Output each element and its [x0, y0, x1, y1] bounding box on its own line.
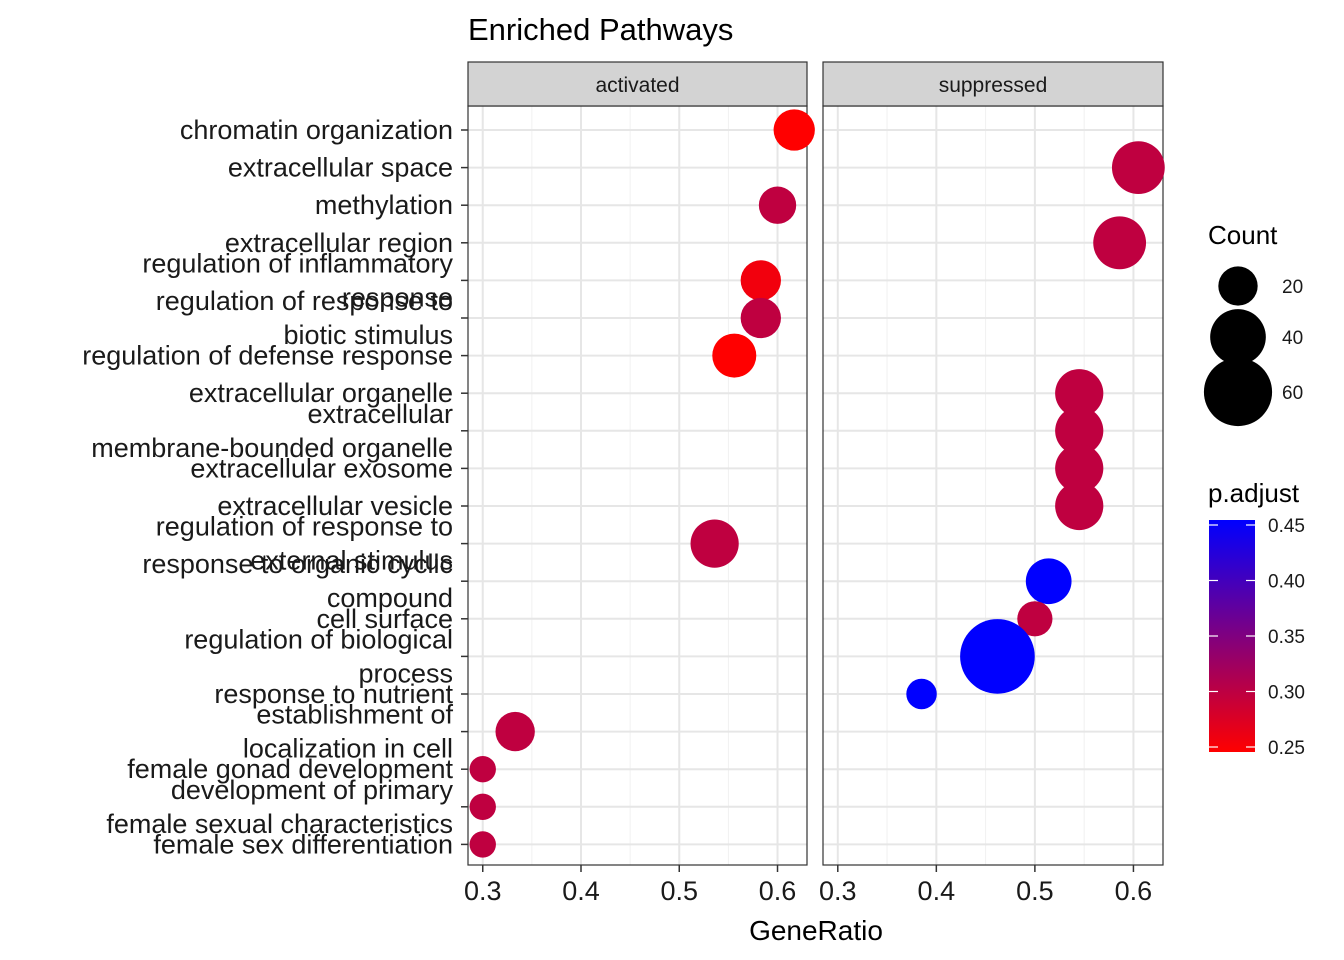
data-point: [1017, 601, 1053, 637]
y-category-label: membrane-bounded organelle: [91, 433, 453, 463]
data-point: [1093, 216, 1147, 270]
facet-panels: activated suppressed: [467, 61, 1165, 872]
x-tick-labels: 0.3 0.4 0.5 0.6 0.3 0.4 0.5 0.6: [464, 876, 1152, 906]
color-legend-label: 0.35: [1268, 627, 1305, 648]
color-legend-label: 0.40: [1268, 572, 1305, 593]
data-point: [758, 186, 797, 224]
data-point: [740, 260, 781, 301]
size-legend-title: Count: [1208, 220, 1278, 250]
y-category-label: response to organic cyclic: [142, 549, 453, 579]
y-category-label: extracellular region: [225, 228, 453, 258]
color-legend-title: p.adjust: [1208, 478, 1300, 508]
data-point: [1111, 141, 1165, 195]
y-category-label: chromatin organization: [180, 115, 453, 145]
y-category-label: establishment of: [256, 700, 453, 730]
facet-strip-label: activated: [595, 74, 679, 97]
data-point: [712, 333, 757, 378]
y-category-label: regulation of defense response: [82, 341, 453, 371]
size-legend-label: 40: [1282, 328, 1303, 349]
data-point: [469, 831, 496, 858]
y-category-label: response to nutrient: [214, 679, 453, 709]
facet-strip: [822, 61, 1164, 107]
facet-suppressed: suppressed: [822, 61, 1165, 872]
y-category-label: biotic stimulus: [283, 320, 453, 350]
y-category-label: process: [358, 658, 453, 688]
data-point: [495, 711, 535, 752]
size-legend-key: [1210, 309, 1266, 365]
facet-strip: [467, 61, 808, 107]
data-point: [1055, 369, 1104, 418]
y-category-label: regulation of response to: [156, 512, 453, 542]
data-point: [1055, 406, 1104, 455]
x-tick-label: 0.3: [464, 876, 502, 906]
y-category-label: extracellular exosome: [190, 453, 453, 483]
data-point: [906, 678, 937, 710]
size-legend-label: 20: [1282, 277, 1303, 298]
x-tick-label: 0.4: [918, 876, 956, 906]
data-point: [690, 519, 739, 568]
size-legend-key: [1203, 357, 1273, 427]
y-category-label: female sexual characteristics: [106, 809, 453, 839]
data-point: [1055, 481, 1104, 531]
x-tick-label: 0.4: [562, 876, 600, 906]
size-legend-key: [1218, 266, 1258, 306]
y-category-label: external stimulus: [250, 546, 453, 576]
data-point: [740, 297, 781, 339]
x-tick-label: 0.6: [1115, 876, 1153, 906]
x-axis-title: GeneRatio: [749, 915, 883, 946]
size-legend: Count 20 40 60: [1203, 220, 1303, 427]
data-point: [960, 619, 1035, 694]
y-category-label: regulation of biological: [184, 624, 453, 654]
x-tick-label: 0.3: [819, 876, 857, 906]
data-point: [1025, 558, 1072, 605]
y-category-label: extracellular: [307, 399, 453, 429]
x-tick-label: 0.5: [660, 876, 698, 906]
chart-title: Enriched Pathways: [468, 12, 733, 47]
y-category-label: response: [342, 282, 453, 312]
y-category-label: regulation of response to: [156, 286, 453, 316]
color-legend-label: 0.25: [1268, 738, 1305, 759]
size-legend-label: 60: [1282, 383, 1303, 404]
y-category-label: extracellular organelle: [189, 378, 453, 408]
color-legend: p.adjust 0.25 0.30 0.35 0.40 0.45: [1208, 478, 1305, 759]
panel-background: [468, 106, 807, 865]
y-category-label: methylation: [315, 190, 453, 220]
color-legend-label: 0.45: [1268, 516, 1305, 537]
y-category-label: female gonad development: [127, 754, 453, 784]
y-category-label: development of primary: [171, 775, 454, 805]
facet-strip-label: suppressed: [939, 74, 1048, 97]
y-category-label: cell surface: [316, 604, 453, 634]
y-category-label: localization in cell: [243, 734, 453, 764]
data-point: [773, 109, 815, 151]
x-tick-label: 0.6: [759, 876, 797, 906]
y-category-label: extracellular space: [228, 153, 453, 183]
data-point: [1055, 444, 1104, 493]
category-labels: chromatin organization extracellular spac…: [82, 115, 468, 859]
y-category-label: compound: [327, 583, 453, 613]
data-point: [469, 756, 496, 783]
y-category-label: female sex differentiation: [153, 829, 453, 859]
y-category-label: regulation of inflammatory: [142, 248, 453, 278]
x-tick-label: 0.5: [1016, 876, 1054, 906]
data-point: [469, 793, 496, 820]
facet-activated: activated: [467, 61, 815, 872]
color-legend-label: 0.30: [1268, 683, 1305, 704]
y-category-label: extracellular vesicle: [217, 491, 453, 521]
